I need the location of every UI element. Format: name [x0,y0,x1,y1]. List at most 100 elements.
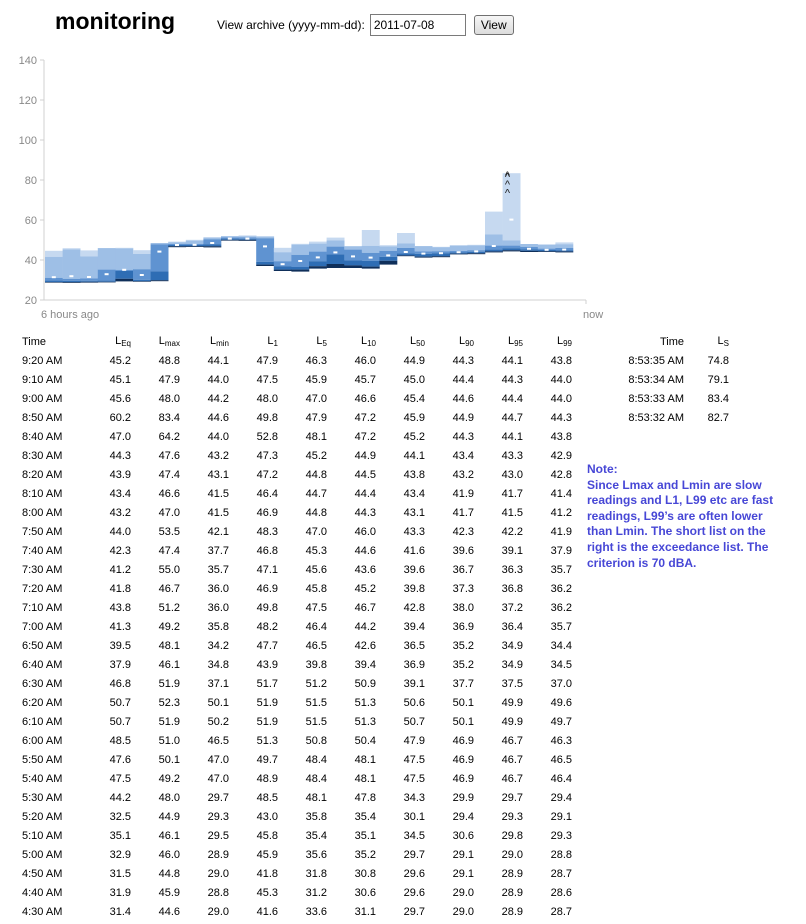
readings-value-cell: 49.2 [158,772,180,785]
leq-marker [51,276,56,279]
readings-value-cell: 31.4 [109,905,131,918]
readings-value-cell: 35.1 [109,829,131,842]
l90-band [273,269,292,271]
l50-band [309,261,327,267]
lmax-band [379,245,398,247]
readings-row: 4:30 AM 31.4 44.6 29.0 41.6 33.6 31.1 29.7 29.0 2… [22,902,572,921]
readings-value-cell: 35.7 [207,563,229,576]
readings-value-cell: 46.0 [158,848,180,861]
leq-marker [562,248,567,251]
readings-value-cell: 50.1 [452,715,474,728]
readings-value-cell: 51.3 [256,734,278,747]
l50-band [97,280,116,282]
readings-value-cell: 48.3 [256,525,278,538]
view-button[interactable]: View [473,15,514,35]
lmax-band [555,242,574,245]
readings-value-cell: 46.3 [305,354,327,367]
readings-value-cell: 44.6 [158,905,180,918]
readings-value-cell: 52.3 [158,696,180,709]
readings-value-cell: 42.1 [207,525,229,538]
readings-value-cell: 46.1 [158,829,180,842]
readings-value-cell: 42.8 [550,468,572,481]
readings-value-cell: 47.5 [109,772,131,785]
leq-marker [439,252,443,255]
l10-band [485,245,503,250]
readings-value-cell: 44.5 [354,468,376,481]
l50-band [291,267,310,270]
exceedance-value-cell: 74.8 [707,354,729,367]
leq-marker [122,268,127,271]
readings-value-cell: 44.6 [452,392,474,405]
readings-time-cell: 7:10 AM [22,601,63,614]
readings-value-cell: 44.0 [207,430,229,443]
readings-value-cell: 43.0 [501,468,523,481]
readings-value-cell: 34.5 [550,658,572,671]
l1-band [555,244,574,248]
readings-row: 7:50 AM 44.0 53.5 42.1 48.3 47.0 46.0 43.3 42.3 4… [22,522,572,541]
readings-value-cell: 31.2 [305,886,327,899]
readings-value-cell: 47.2 [256,468,278,481]
readings-value-cell: 46.7 [501,753,523,766]
readings-value-cell: 45.2 [109,354,131,367]
l1-band [150,243,169,245]
readings-value-cell: 46.7 [501,772,523,785]
l1-band [62,249,81,279]
readings-value-cell: 55.0 [158,563,180,576]
y-tick-label: 80 [25,175,37,187]
readings-value-cell: 46.5 [207,734,229,747]
readings-value-cell: 48.1 [158,639,180,652]
l90-band [80,281,99,283]
readings-value-cell: 47.5 [305,601,327,614]
readings-value-cell: 43.2 [452,468,474,481]
readings-value-cell: 44.0 [550,392,572,405]
readings-value-cell: 49.6 [550,696,572,709]
readings-value-cell: 50.7 [109,715,131,728]
l50-band [344,260,363,266]
readings-value-cell: 44.2 [109,791,131,804]
readings-value-cell: 41.5 [501,506,523,519]
readings-row: 6:00 AM 48.5 51.0 46.5 51.3 50.8 50.4 47.9 46.9 4… [22,731,572,750]
readings-value-cell: 48.4 [305,753,327,766]
l50-band [133,279,151,282]
readings-value-cell: 44.2 [354,620,376,633]
readings-row: 4:40 AM 31.9 45.9 28.8 45.3 31.2 30.6 29.6 29.0 2… [22,883,572,902]
readings-value-cell: 45.4 [403,392,425,405]
readings-value-cell: 29.7 [403,848,425,861]
readings-value-cell: 45.2 [354,582,376,595]
l1-band [414,246,433,252]
l90-band [326,264,345,268]
leq-marker [87,276,91,278]
archive-date-input[interactable] [369,14,466,36]
readings-time-cell: 9:20 AM [22,354,63,367]
readings-value-cell: 35.7 [550,620,572,633]
readings-value-cell: 46.9 [256,506,278,519]
readings-value-cell: 39.8 [403,582,425,595]
leq-marker [280,263,285,266]
readings-value-cell: 47.9 [305,411,327,424]
x-axis-start-label: 6 hours ago [41,309,99,321]
l10-band [414,251,433,254]
exceedance-header-ls: LS [717,335,729,348]
readings-value-cell: 46.9 [452,772,474,785]
readings-value-cell: 28.9 [501,867,523,880]
readings-value-cell: 47.4 [158,544,180,557]
readings-value-cell: 47.2 [354,411,376,424]
readings-value-cell: 48.1 [305,791,327,804]
readings-value-cell: 51.2 [305,677,327,690]
readings-value-cell: 37.3 [452,582,474,595]
l10-band [379,250,398,257]
readings-value-cell: 37.9 [550,544,572,557]
readings-value-cell: 35.1 [354,829,376,842]
l1-band [344,246,363,250]
l1-band [485,234,503,246]
readings-time-cell: 8:00 AM [22,506,63,519]
readings-value-cell: 30.6 [452,829,474,842]
readings-value-cell: 49.9 [501,696,523,709]
readings-value-cell: 47.7 [256,639,278,652]
readings-value-cell: 44.9 [452,411,474,424]
y-tick-label: 100 [19,135,37,147]
readings-value-cell: 29.1 [550,810,572,823]
readings-value-cell: 35.4 [354,810,376,823]
readings-value-cell: 44.3 [550,411,572,424]
lmax-band [361,230,380,246]
